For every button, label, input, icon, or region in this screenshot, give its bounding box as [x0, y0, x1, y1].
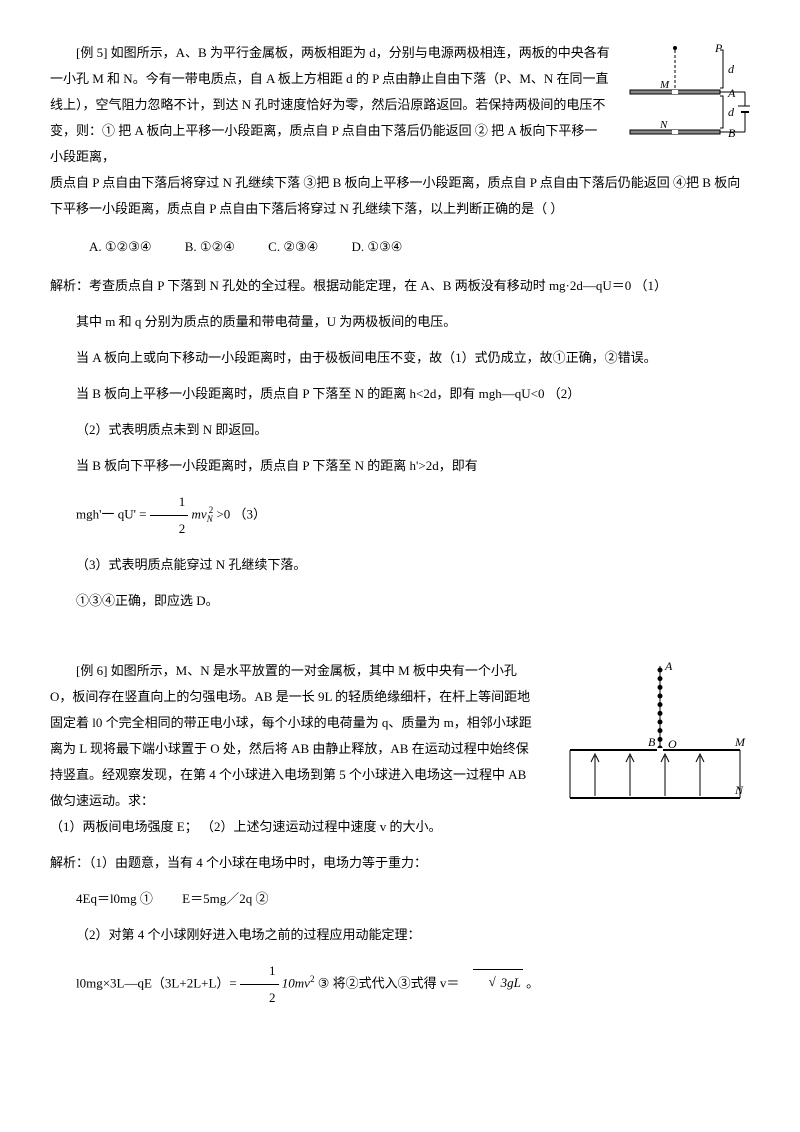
fraction-half: 1 2: [150, 489, 189, 542]
fig5-label-d1: d: [728, 62, 735, 76]
example5-analysis-6: 当 B 板向下平移一小段距离时，质点自 P 下落至 N 的距离 h'>2d，即有: [50, 453, 750, 479]
example5-analysis-3: 当 A 板向上或向下移动一小段距离时，由于极板间电压不变，故（1）式仍成立，故①…: [50, 345, 750, 371]
option-a: A. ①②③④: [89, 239, 152, 254]
eq7-sup: 2: [209, 505, 214, 515]
figure-example5: P d M A d N B: [620, 40, 750, 160]
fig6-label-B: B: [648, 735, 656, 749]
option-d: D. ①③④: [352, 239, 403, 254]
example5-analysis-2: 其中 m 和 q 分别为质点的质量和带电荷量，U 为两极板间的电压。: [50, 309, 750, 335]
example5-paragraph-b: 质点自 P 点自由下落后将穿过 N 孔继续下落 ③把 B 板向上平移一小段距离，…: [50, 170, 750, 222]
example6-text: 如图所示，M、N 是水平放置的一对金属板，其中 M 板中央有一个小孔 O，板间存…: [50, 663, 532, 808]
example6-label: [例 6]: [76, 663, 107, 678]
option-b: B. ①②④: [185, 239, 235, 254]
fig6-label-O: O: [668, 737, 677, 751]
fig5-label-d2: d: [728, 105, 735, 119]
example5-options: A. ①②③④ B. ①②④ C. ②③④ D. ①③④: [50, 234, 750, 260]
eq2-tail: 10mv: [279, 975, 310, 990]
example6-q1: （1）两板间电场强度 E； （2）上述匀速运动过程中速度 v 的大小。: [50, 814, 750, 840]
diagram-plates: P d M A d N B: [620, 40, 750, 160]
fig5-label-M: M: [659, 79, 670, 91]
example6-analysis-2: （2）对第 4 个小球刚好进入电场之前的过程应用动能定理：: [50, 922, 750, 948]
eq1b: E＝5mg／2q ②: [182, 891, 268, 906]
eq2-sup: 2: [310, 974, 315, 984]
example5-text-b: 质点自 P 点自由下落后将穿过 N 孔继续下落 ③把 B 板向上平移一小段距离，…: [50, 175, 740, 216]
diagram-rod-plates: A B O M N: [550, 658, 750, 808]
fig5-label-A: A: [727, 86, 736, 100]
eq7-sub: N: [207, 514, 213, 524]
example5-analysis-1: 解析：考查质点自 P 下落到 N 孔处的全过程。根据动能定理，在 A、B 两板没…: [50, 273, 750, 299]
eq7-head: mgh'一 qU' =: [76, 506, 150, 521]
example5-analysis-8: （3）式表明质点能穿过 N 孔继续下落。: [50, 552, 750, 578]
eq2a: l0mg×3L—qE（3L+2L+L）=: [76, 975, 240, 990]
fig5-label-N: N: [659, 119, 668, 131]
example5-analysis-5: （2）式表明质点未到 N 即返回。: [50, 417, 750, 443]
fig6-label-N: N: [734, 783, 744, 797]
example6-eq2: l0mg×3L—qE（3L+2L+L）= 1 2 10mv2 ③ 将②式代入③式…: [50, 958, 750, 1011]
eq1a: 4Eq＝l0mg ①: [76, 891, 153, 906]
eq2b: ③ 将②式代入③式得 v＝: [318, 975, 460, 990]
eq7-mv: mv: [188, 506, 206, 521]
fig6-field-arrows: [591, 754, 704, 796]
fig6-label-M: M: [734, 735, 746, 749]
example6-eq1: 4Eq＝l0mg ① E＝5mg／2q ②: [50, 886, 750, 912]
option-c: C. ②③④: [268, 239, 318, 254]
example5-analysis-4: 当 B 板向上平移一小段距离时，质点自 P 下落至 N 的距离 h<2d，即有 …: [50, 381, 750, 407]
example5-text-a: 如图所示，A、B 为平行金属板，两板相距为 d，分别与电源两极相连，两板的中央各…: [50, 45, 610, 164]
fig5-label-P: P: [714, 41, 723, 55]
fig5-label-B: B: [728, 126, 736, 140]
figure-example6: A B O M N: [550, 658, 750, 808]
eq7-tail: >0 （3）: [216, 506, 266, 521]
sqrt-3gL: 3gL: [473, 969, 523, 996]
example6-analysis-1: 解析：（1）由题意，当有 4 个小球在电场中时，电场力等于重力：: [50, 850, 750, 876]
example5-label: [例 5]: [76, 45, 107, 60]
fig6-label-A: A: [664, 659, 673, 673]
eq2c: 。: [526, 975, 539, 990]
fraction-half-2: 1 2: [240, 958, 279, 1011]
example5-analysis-9: ①③④正确，即应选 D。: [50, 588, 750, 614]
example5-analysis-7: mgh'一 qU' = 1 2 mvN2 >0 （3）: [50, 489, 750, 542]
